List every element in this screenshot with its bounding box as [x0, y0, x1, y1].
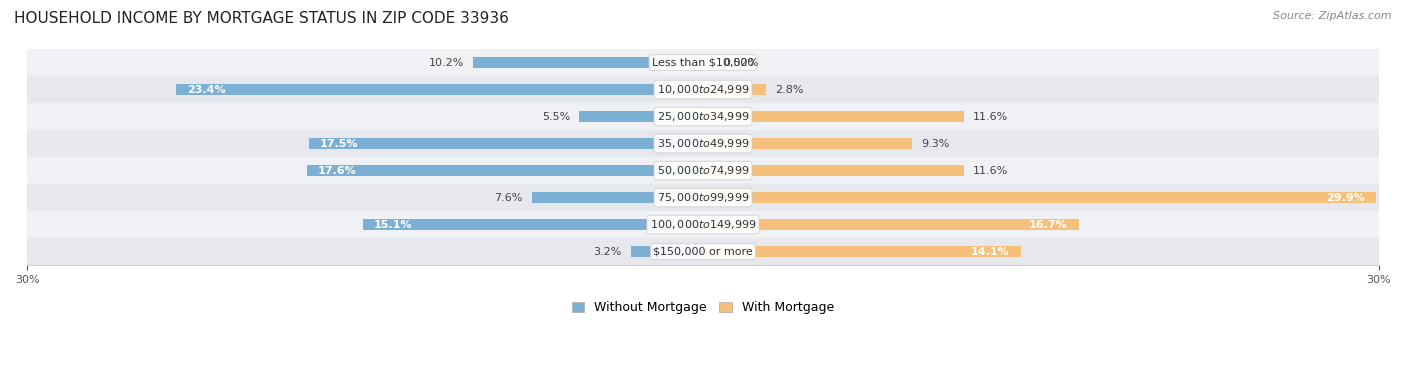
Text: HOUSEHOLD INCOME BY MORTGAGE STATUS IN ZIP CODE 33936: HOUSEHOLD INCOME BY MORTGAGE STATUS IN Z…	[14, 11, 509, 26]
Bar	[579, 111, 703, 122]
Bar	[27, 76, 1379, 103]
Text: 15.1%: 15.1%	[374, 220, 413, 229]
Text: $10,000 to $24,999: $10,000 to $24,999	[657, 83, 749, 96]
Legend: Without Mortgage, With Mortgage: Without Mortgage, With Mortgage	[567, 296, 839, 319]
Text: $150,000 or more: $150,000 or more	[654, 246, 752, 257]
Text: 17.6%: 17.6%	[318, 166, 357, 175]
Text: 16.7%: 16.7%	[1029, 220, 1069, 229]
Bar	[703, 192, 1376, 203]
Bar	[27, 157, 1379, 184]
Text: $100,000 to $149,999: $100,000 to $149,999	[650, 218, 756, 231]
Text: Source: ZipAtlas.com: Source: ZipAtlas.com	[1274, 11, 1392, 21]
Text: Less than $10,000: Less than $10,000	[652, 57, 754, 68]
Bar	[27, 103, 1379, 130]
Text: 9.3%: 9.3%	[921, 139, 950, 149]
Bar	[27, 238, 1379, 265]
Text: 2.8%: 2.8%	[775, 85, 804, 94]
Text: 3.2%: 3.2%	[593, 246, 621, 257]
Bar	[703, 165, 965, 176]
Bar	[474, 57, 703, 68]
Bar	[27, 49, 1379, 76]
Text: 10.2%: 10.2%	[429, 57, 464, 68]
Text: 23.4%: 23.4%	[187, 85, 226, 94]
Text: 11.6%: 11.6%	[973, 166, 1008, 175]
Text: $75,000 to $99,999: $75,000 to $99,999	[657, 191, 749, 204]
Text: $25,000 to $34,999: $25,000 to $34,999	[657, 110, 749, 123]
Bar	[703, 111, 965, 122]
Text: 29.9%: 29.9%	[1326, 192, 1365, 203]
Bar	[703, 246, 1021, 257]
Bar	[703, 138, 912, 149]
Text: $50,000 to $74,999: $50,000 to $74,999	[657, 164, 749, 177]
Bar	[363, 219, 703, 230]
Text: 11.6%: 11.6%	[973, 112, 1008, 122]
Text: 17.5%: 17.5%	[321, 139, 359, 149]
Bar	[176, 84, 703, 95]
Text: 5.5%: 5.5%	[541, 112, 569, 122]
Text: 7.6%: 7.6%	[495, 192, 523, 203]
Bar	[27, 184, 1379, 211]
Bar	[703, 57, 714, 68]
Bar	[27, 211, 1379, 238]
Bar	[703, 84, 766, 95]
Bar	[703, 219, 1080, 230]
Bar	[307, 165, 703, 176]
Text: 0.52%: 0.52%	[724, 57, 759, 68]
Bar	[309, 138, 703, 149]
Text: 14.1%: 14.1%	[970, 246, 1010, 257]
Bar	[531, 192, 703, 203]
Bar	[631, 246, 703, 257]
Text: $35,000 to $49,999: $35,000 to $49,999	[657, 137, 749, 150]
Bar	[27, 130, 1379, 157]
